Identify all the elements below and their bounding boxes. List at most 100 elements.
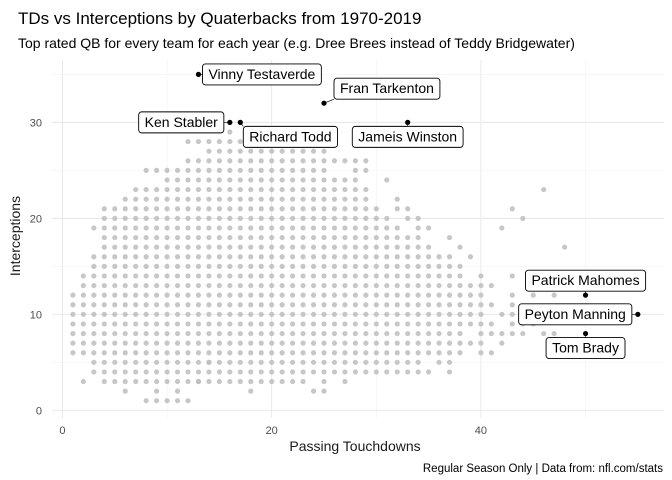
data-point bbox=[331, 282, 338, 289]
data-point bbox=[384, 369, 390, 375]
data-point bbox=[310, 282, 317, 289]
data-point bbox=[185, 215, 191, 221]
data-point bbox=[258, 206, 264, 212]
data-point bbox=[143, 330, 149, 337]
highlight-point bbox=[195, 71, 202, 77]
data-point bbox=[279, 206, 285, 212]
data-point bbox=[91, 225, 97, 231]
data-point bbox=[122, 292, 128, 298]
data-point bbox=[394, 273, 400, 279]
data-point bbox=[499, 330, 505, 337]
data-point bbox=[164, 398, 170, 404]
data-point bbox=[70, 340, 76, 346]
data-point bbox=[373, 206, 379, 212]
data-point bbox=[290, 196, 296, 202]
data-point bbox=[122, 302, 128, 308]
data-point bbox=[195, 282, 202, 289]
data-point bbox=[300, 254, 306, 260]
data-point bbox=[164, 167, 170, 173]
data-point bbox=[342, 158, 348, 164]
data-point bbox=[426, 369, 432, 375]
label-box bbox=[525, 269, 647, 292]
data-point bbox=[101, 263, 107, 269]
data-point bbox=[436, 282, 442, 289]
data-point bbox=[457, 302, 463, 308]
data-point bbox=[154, 340, 160, 346]
data-point bbox=[342, 330, 348, 337]
data-point bbox=[206, 359, 212, 365]
data-point bbox=[300, 359, 306, 365]
data-point bbox=[342, 273, 348, 279]
data-point bbox=[206, 138, 212, 145]
data-point bbox=[143, 215, 149, 221]
data-point bbox=[248, 369, 254, 375]
data-point bbox=[310, 340, 317, 346]
data-point bbox=[269, 234, 275, 241]
data-point bbox=[478, 350, 484, 356]
data-point bbox=[269, 378, 275, 385]
data-point bbox=[269, 263, 275, 269]
data-point bbox=[321, 273, 327, 279]
data-point bbox=[195, 167, 202, 173]
data-point bbox=[216, 254, 222, 260]
y-tick-label: 0 bbox=[36, 405, 42, 417]
data-point bbox=[342, 359, 348, 365]
data-point bbox=[300, 225, 306, 231]
data-point bbox=[122, 282, 128, 289]
label-box bbox=[242, 125, 339, 148]
data-point bbox=[405, 282, 411, 289]
data-point bbox=[195, 177, 202, 183]
data-point bbox=[373, 321, 379, 327]
point-label: Vinny Testaverde bbox=[208, 66, 315, 82]
data-point bbox=[279, 340, 285, 346]
data-point bbox=[122, 388, 128, 394]
data-point bbox=[258, 234, 264, 241]
data-point bbox=[310, 186, 317, 193]
data-point bbox=[457, 292, 463, 298]
data-point bbox=[164, 244, 170, 250]
data-point bbox=[80, 282, 86, 289]
data-point bbox=[499, 225, 505, 231]
data-point bbox=[405, 330, 411, 337]
data-point bbox=[143, 225, 149, 231]
data-point bbox=[154, 206, 160, 212]
data-point bbox=[342, 234, 348, 241]
data-point bbox=[300, 378, 306, 385]
data-point bbox=[258, 225, 264, 231]
data-point bbox=[185, 282, 191, 289]
data-point bbox=[133, 225, 139, 231]
data-point bbox=[352, 244, 358, 250]
data-point bbox=[195, 350, 202, 356]
data-point bbox=[206, 273, 212, 279]
data-point bbox=[352, 282, 358, 289]
data-point bbox=[331, 158, 338, 164]
data-point bbox=[112, 350, 118, 356]
data-point bbox=[373, 215, 379, 221]
data-point bbox=[91, 282, 97, 289]
data-point bbox=[342, 254, 348, 260]
data-point bbox=[310, 350, 317, 356]
data-point bbox=[467, 282, 474, 289]
data-point bbox=[457, 340, 463, 346]
data-point bbox=[405, 254, 411, 260]
data-point bbox=[415, 302, 421, 308]
data-point bbox=[101, 359, 107, 365]
data-point bbox=[206, 196, 212, 202]
data-point bbox=[426, 292, 432, 298]
data-point bbox=[321, 302, 327, 308]
data-point bbox=[133, 263, 139, 269]
data-point bbox=[248, 225, 254, 231]
data-point bbox=[206, 292, 212, 298]
data-point bbox=[415, 369, 421, 375]
data-point bbox=[248, 254, 254, 260]
data-point bbox=[237, 311, 243, 317]
data-point bbox=[352, 369, 358, 375]
data-point bbox=[436, 350, 442, 356]
data-point bbox=[384, 225, 390, 231]
data-point bbox=[143, 167, 149, 173]
data-point bbox=[133, 215, 139, 221]
data-point bbox=[164, 196, 170, 202]
data-point bbox=[321, 186, 327, 193]
data-point bbox=[384, 254, 390, 260]
data-point bbox=[258, 311, 264, 317]
